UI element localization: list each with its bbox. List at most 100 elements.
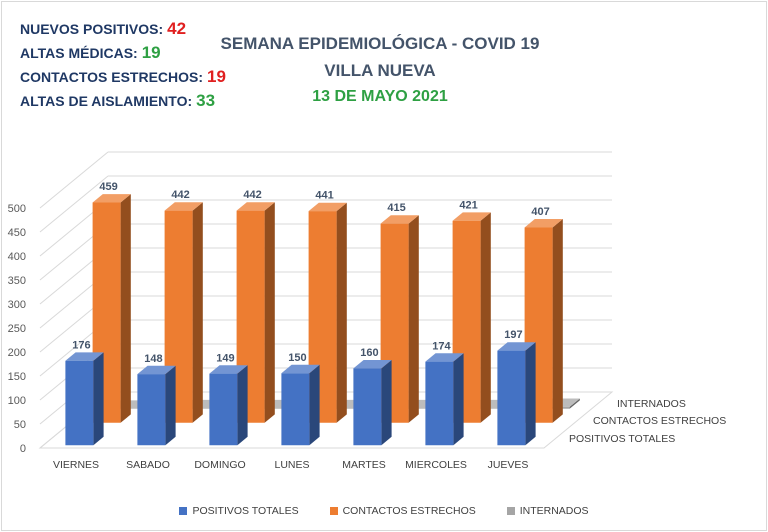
x-tick-label: VIERNES xyxy=(53,459,99,471)
x-tick-label: MARTES xyxy=(342,459,386,471)
data-label: 148 xyxy=(144,353,162,365)
stat-label: ALTAS DE AISLAMIENTO: xyxy=(20,93,193,109)
bar-0-4-top xyxy=(353,360,392,369)
bar-0-2 xyxy=(209,365,248,446)
depth-axis-label: POSITIVOS TOTALES xyxy=(569,433,675,445)
bar-0-6-side xyxy=(525,342,536,446)
stat-close-contacts: CONTACTOS ESTRECHOS: 19 xyxy=(20,65,226,89)
chart-date: 13 DE MAYO 2021 xyxy=(312,88,448,105)
data-label: 442 xyxy=(171,189,189,201)
data-label: 197 xyxy=(504,329,522,341)
stat-value: 42 xyxy=(167,19,187,38)
data-label: 415 xyxy=(387,202,405,214)
stat-value: 19 xyxy=(207,67,226,86)
x-tick-label: SABADO xyxy=(126,459,170,471)
y-tick-label: 50 xyxy=(14,419,26,431)
data-label: 421 xyxy=(459,199,477,211)
bar-0-5-side xyxy=(453,353,464,446)
legend-label: CONTACTOS ESTRECHOS xyxy=(342,505,476,517)
bar-0-0-top xyxy=(65,352,104,361)
bar-0-2-top xyxy=(209,365,248,374)
legend-swatch xyxy=(329,507,338,515)
y-tick-label: 500 xyxy=(8,203,26,215)
y-tick-label: 100 xyxy=(8,395,26,407)
bar-1-5-top xyxy=(452,212,491,221)
bar-2-6-side xyxy=(569,398,580,409)
stat-label: CONTACTOS ESTRECHOS: xyxy=(20,69,204,85)
bar-0-1-front xyxy=(137,374,166,446)
data-label: 459 xyxy=(99,181,117,193)
bar-0-1-side xyxy=(165,365,176,446)
data-label: 174 xyxy=(432,340,451,352)
bar-0-3-top xyxy=(281,364,320,374)
y-tick-label: 0 xyxy=(20,443,26,455)
y-tick-label: 300 xyxy=(8,299,26,311)
data-label: 176 xyxy=(72,339,90,351)
stat-value: 33 xyxy=(196,91,216,110)
bar-0-6-top xyxy=(497,342,536,351)
bar-1-3-side xyxy=(336,202,347,423)
x-tick-label: LUNES xyxy=(274,459,309,471)
bar-0-5-front xyxy=(425,361,454,446)
stat-label: ALTAS MÉDICAS: xyxy=(20,45,138,61)
x-tick-label: JUEVES xyxy=(488,459,529,471)
y-tick-label: 150 xyxy=(8,371,26,383)
bar-0-4-front xyxy=(353,368,382,446)
legend-swatch xyxy=(179,507,188,515)
legend: POSITIVOS TOTALES CONTACTOS ESTRECHOS IN… xyxy=(0,505,768,518)
bar-1-3-top xyxy=(308,202,347,212)
bar-1-2-top xyxy=(236,202,275,211)
legend-label: POSITIVOS TOTALES xyxy=(192,505,299,517)
bar-1-0-side xyxy=(120,194,131,423)
y-tick-label: 250 xyxy=(8,323,26,335)
bar-0-0-front xyxy=(65,360,94,446)
bar-0-4-side xyxy=(381,360,392,446)
chart-title: SEMANA EPIDEMIOLÓGICA - COVID 19 xyxy=(220,34,540,53)
bar-0-6 xyxy=(497,342,536,446)
legend-item-positivos: POSITIVOS TOTALES xyxy=(179,505,299,517)
legend-item-internados: INTERNADOS xyxy=(506,505,589,517)
x-tick-label: DOMINGO xyxy=(194,459,245,471)
stat-value: 19 xyxy=(141,43,161,62)
bar-0-3-side xyxy=(309,364,320,446)
bar-0-3-front xyxy=(281,373,310,446)
stat-isolation-discharges: ALTAS DE AISLAMIENTO: 33 xyxy=(20,89,226,113)
y-tick-label: 200 xyxy=(8,347,26,359)
bar-1-0-top xyxy=(92,194,131,203)
bar-1-5-side xyxy=(480,212,491,423)
bar-1-1-side xyxy=(192,202,203,423)
x-tick-label: MIERCOLES xyxy=(405,459,467,471)
y-tick-label: 400 xyxy=(8,251,26,263)
bar-1-6-side xyxy=(552,219,563,423)
chart-subtitle: VILLA NUEVA xyxy=(324,61,436,80)
data-label: 441 xyxy=(315,190,333,202)
bar-0-6-front xyxy=(497,350,526,446)
data-label: 442 xyxy=(243,189,261,201)
stats-panel: NUEVOS POSITIVOS: 42 ALTAS MÉDICAS: 19 CON… xyxy=(20,17,226,113)
bar-0-5-top xyxy=(425,353,464,362)
bar-0-0-side xyxy=(93,352,104,446)
bar-1-6-top xyxy=(524,219,563,228)
side-gridline xyxy=(39,151,109,209)
stat-new-positives: NUEVOS POSITIVOS: 42 xyxy=(20,17,226,41)
legend-swatch xyxy=(506,507,515,515)
bar-0-3 xyxy=(281,364,320,446)
side-gridline xyxy=(39,175,109,233)
stat-label: NUEVOS POSITIVOS: xyxy=(20,21,164,37)
bar-0-5 xyxy=(425,353,464,446)
bar-0-2-front xyxy=(209,373,238,446)
data-label: 160 xyxy=(360,347,378,359)
data-label: 150 xyxy=(288,352,306,364)
legend-label: INTERNADOS xyxy=(519,505,589,517)
legend-item-contactos: CONTACTOS ESTRECHOS xyxy=(329,505,476,517)
bar-0-0 xyxy=(65,352,104,446)
bar-1-4-top xyxy=(380,215,419,224)
bar-1-2-side xyxy=(264,202,275,423)
bar-1-1-top xyxy=(164,202,203,211)
depth-axis-label: CONTACTOS ESTRECHOS xyxy=(593,415,726,427)
bar-0-1-top xyxy=(137,365,176,375)
bar-0-4 xyxy=(353,360,392,446)
y-tick-label: 450 xyxy=(8,227,26,239)
bar-0-2-side xyxy=(237,365,248,446)
